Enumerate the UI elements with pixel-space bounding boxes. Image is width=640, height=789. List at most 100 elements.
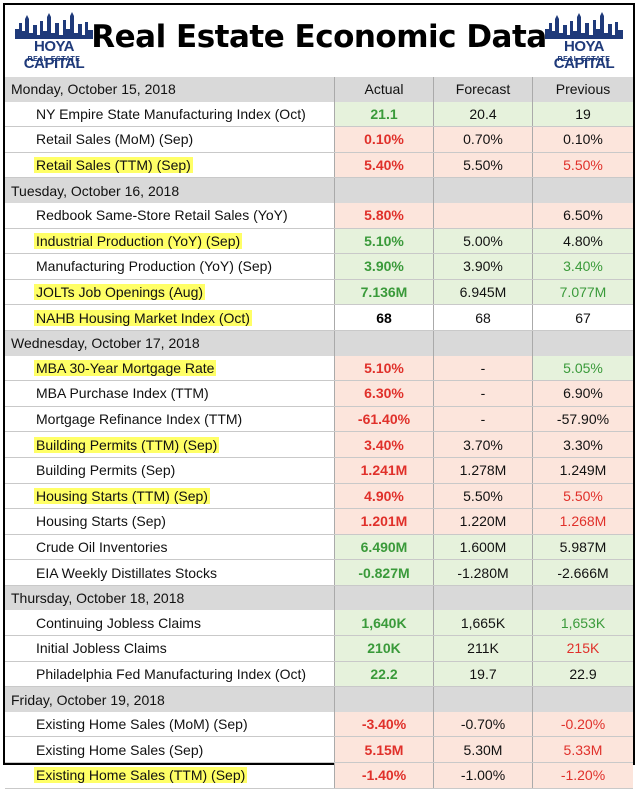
indicator-name-text: Building Permits (TTM) (Sep)	[34, 436, 220, 453]
logo-subtext: REAL ESTATE	[27, 56, 81, 63]
actual-value-text: 1,640K	[361, 614, 407, 631]
indicator-name: Mortgage Refinance Index (TTM)	[5, 406, 335, 432]
forecast-value: 1.220M	[434, 509, 533, 534]
indicator-name: Philadelphia Fed Manufacturing Index (Oc…	[5, 661, 335, 687]
indicator-name: Redbook Same-Store Retail Sales (YoY)	[5, 202, 335, 228]
logo-text: HOYA CAPITAL	[23, 38, 85, 72]
forecast-value-text: 19.7	[469, 665, 497, 682]
indicator-name-text: JOLTs Job Openings (Aug)	[34, 284, 206, 301]
table-row: MBA 30-Year Mortgage Rate 5.10% - 5.05%	[5, 355, 633, 382]
empty-cell	[533, 178, 633, 203]
indicator-name-text: Existing Home Sales (Sep)	[36, 741, 204, 758]
indicator-name-text: EIA Weekly Distillates Stocks	[36, 564, 218, 581]
forecast-value-text: 1,665K	[460, 614, 506, 631]
indicator-name: Existing Home Sales (MoM) (Sep)	[5, 711, 335, 737]
previous-value: 215K	[533, 636, 633, 661]
actual-value: 6.490M	[335, 534, 434, 560]
indicator-name: Housing Starts (TTM) (Sep)	[5, 483, 335, 509]
table-row: Building Permits (TTM) (Sep) 3.40% 3.70% 3.…	[5, 432, 633, 458]
forecast-value-text: 1.600M	[459, 538, 507, 555]
previous-value: 3.30%	[533, 432, 633, 457]
actual-value-text: -61.40%	[357, 411, 411, 428]
table-row: Philadelphia Fed Manufacturing Index (Oc…	[5, 661, 633, 688]
previous-value: 6.90%	[533, 381, 633, 406]
table-row: Continuing Jobless Claims 1,640K 1,665K 1,6…	[5, 610, 633, 637]
actual-value: 21.1	[335, 101, 434, 127]
actual-value: 5.10%	[335, 228, 434, 254]
forecast-value-text: 68	[475, 309, 491, 326]
actual-value-text: -0.827M	[358, 564, 410, 581]
indicator-name-text: Housing Starts (Sep)	[36, 513, 166, 530]
previous-value: 6.50%	[533, 202, 633, 228]
actual-value: 3.40%	[335, 432, 434, 457]
forecast-value-text: 5.50%	[463, 157, 503, 174]
table-row: EIA Weekly Distillates Stocks -0.827M -1.2…	[5, 560, 633, 586]
forecast-value-text: 5.30M	[463, 741, 503, 758]
actual-value: 68	[335, 305, 434, 330]
empty-cell	[434, 585, 533, 611]
previous-value-text: 5.987M	[559, 538, 607, 555]
day-header-row: Tuesday, October 16, 2018	[5, 178, 633, 203]
forecast-value-text: 1.278M	[459, 462, 507, 479]
page-title: Real Estate Economic Data	[91, 19, 547, 55]
forecast-value-text: 3.90%	[463, 258, 503, 275]
indicator-name: JOLTs Job Openings (Aug)	[5, 279, 335, 305]
previous-value-text: -0.20%	[560, 716, 606, 733]
empty-cell	[533, 585, 633, 611]
column-header-forecast: Forecast	[434, 77, 533, 102]
actual-value-text: 0.10%	[364, 131, 404, 148]
previous-value: 22.9	[533, 661, 633, 687]
day-label: Friday, October 19, 2018	[5, 687, 335, 712]
day-label-text: Monday, October 15, 2018	[11, 81, 176, 98]
indicator-name: Retail Sales (TTM) (Sep)	[5, 152, 335, 178]
actual-value-text: 6.490M	[360, 538, 408, 555]
actual-value: 5.10%	[335, 355, 434, 381]
forecast-value-text: -	[480, 359, 486, 376]
actual-value-text: 4.90%	[364, 487, 404, 504]
actual-value-text: 22.2	[370, 665, 398, 682]
day-label: Tuesday, October 16, 2018	[5, 178, 335, 203]
actual-value: 22.2	[335, 661, 434, 687]
previous-value-text: 19	[575, 105, 591, 122]
day-label-text: Tuesday, October 16, 2018	[11, 182, 180, 199]
previous-value-text: 6.50%	[563, 207, 603, 224]
forecast-value: 6.945M	[434, 279, 533, 305]
previous-value-text: 215K	[566, 640, 600, 657]
actual-value-text: 21.1	[370, 105, 398, 122]
previous-value: 0.10%	[533, 127, 633, 152]
previous-value: 4.80%	[533, 228, 633, 254]
previous-value: -1.20%	[533, 763, 633, 788]
table-row: Existing Home Sales (TTM) (Sep) -1.40% -1.…	[5, 763, 633, 789]
forecast-value-text: 5.50%	[463, 487, 503, 504]
empty-cell	[434, 178, 533, 203]
forecast-value: 3.70%	[434, 432, 533, 457]
empty-cell	[335, 585, 434, 611]
table-row: Mortgage Refinance Index (TTM) -61.40% - -5…	[5, 406, 633, 433]
indicator-name-text: Manufacturing Production (YoY) (Sep)	[36, 258, 273, 275]
previous-value-text: 5.05%	[563, 359, 603, 376]
actual-value: 5.40%	[335, 152, 434, 178]
empty-cell	[533, 687, 633, 712]
day-label: Monday, October 15, 2018	[5, 77, 335, 102]
table-row: Building Permits (Sep) 1.241M 1.278M 1.249M	[5, 457, 633, 484]
indicator-name: MBA Purchase Index (TTM)	[5, 381, 335, 406]
actual-value-text: 3.40%	[364, 436, 404, 453]
actual-value-text: 1.201M	[360, 513, 408, 530]
forecast-value: 1,665K	[434, 610, 533, 636]
previous-value-text: 22.9	[569, 665, 597, 682]
column-header-actual-text: Actual	[364, 81, 404, 98]
actual-value: 5.80%	[335, 202, 434, 228]
indicator-name-text: Retail Sales (MoM) (Sep)	[36, 131, 194, 148]
column-header-previous-text: Previous	[555, 81, 611, 98]
forecast-value: 68	[434, 305, 533, 330]
day-header-row: Wednesday, October 17, 2018	[5, 330, 633, 356]
table-row: NY Empire State Manufacturing Index (Oct…	[5, 101, 633, 128]
table-row: Housing Starts (Sep) 1.201M 1.220M 1.268M	[5, 509, 633, 535]
indicator-name-text: Continuing Jobless Claims	[36, 614, 201, 631]
table-row: Retail Sales (MoM) (Sep) 0.10% 0.70% 0.10%	[5, 127, 633, 153]
indicator-name: NAHB Housing Market Index (Oct)	[5, 305, 335, 330]
indicator-name: Initial Jobless Claims	[5, 636, 335, 661]
previous-value: 1.249M	[533, 457, 633, 483]
indicator-name: Manufacturing Production (YoY) (Sep)	[5, 254, 335, 279]
actual-value: 6.30%	[335, 381, 434, 406]
